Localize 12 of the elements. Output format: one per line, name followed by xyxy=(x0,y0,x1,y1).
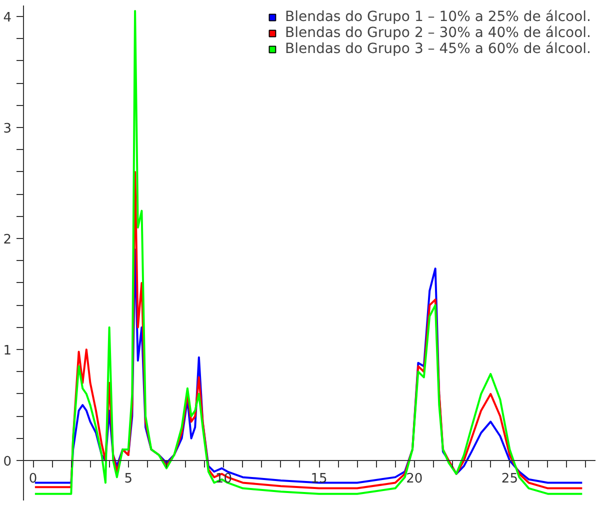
y-tick-label: 3 xyxy=(3,122,12,137)
y-tick-label: 0 xyxy=(3,454,12,470)
y-tick-label: 2 xyxy=(3,232,12,248)
legend-label: Blendas do Grupo 2 – 30% a 40% de álcool. xyxy=(284,25,591,41)
legend-label: Blendas do Grupo 3 – 45% a 60% de álcool. xyxy=(284,41,591,57)
x-tick-label: 20 xyxy=(406,472,423,487)
x-tick-label: 25 xyxy=(501,472,518,487)
y-tick-label: 1 xyxy=(3,344,12,359)
x-tick-label: 0 xyxy=(28,472,38,487)
legend-label: Blendas do Grupo 1 – 10% a 25% de álcool. xyxy=(284,9,591,25)
y-tick-label: 4 xyxy=(3,10,12,26)
x-tick-label: 5 xyxy=(124,472,133,487)
